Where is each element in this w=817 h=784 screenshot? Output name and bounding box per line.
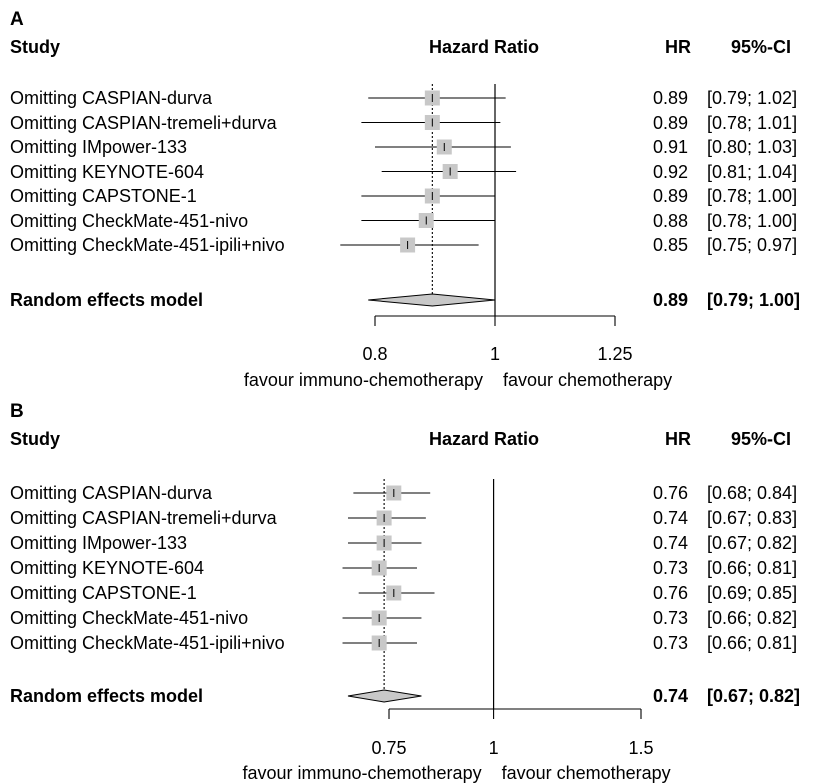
study-label: Omitting CheckMate-451-nivo [10,210,249,231]
study-label: Omitting CASPIAN-durva [10,483,213,503]
x-tick-label: 0.8 [362,344,388,364]
header-ci: 95%-CI [731,37,792,57]
hr-value: 0.85 [653,235,689,255]
hr-value: 0.76 [653,583,689,603]
ci-value: [0.80; 1.03] [707,137,798,157]
hr-value: 0.73 [653,633,689,653]
ci-value: [0.79; 1.02] [707,88,798,108]
summary-label: Random effects model [10,290,204,310]
ci-value: [0.78; 1.00] [707,210,798,231]
summary-hr: 0.89 [653,290,689,310]
forest-plot-panel-a: A Study Hazard Ratio HR 95%-CI Omitting CASPI… [10,9,801,391]
summary-ci: [0.67; 0.82] [707,686,801,706]
ci-value: [0.67; 0.83] [707,508,798,528]
ci-value: [0.66; 0.81] [707,558,798,578]
hr-value: 0.73 [653,608,689,628]
hr-value: 0.89 [653,186,689,206]
study-label: Omitting CAPSTONE-1 [10,583,197,603]
ci-value: [0.81; 1.04] [707,161,798,182]
panel-label: A [10,9,24,30]
study-label: Omitting CheckMate-451-nivo [10,608,249,628]
header-hazard-ratio: Hazard Ratio [429,37,540,57]
study-label: Omitting KEYNOTE-604 [10,161,205,182]
ci-value: [0.69; 0.85] [707,583,798,603]
hr-value: 0.92 [653,161,689,182]
panel-label: B [10,401,24,422]
ci-value: [0.78; 1.01] [707,112,798,133]
summary-ci: [0.79; 1.00] [707,290,801,310]
ci-value: [0.75; 0.97] [707,235,798,255]
x-tick-label: 1 [489,344,500,364]
summary-diamond [368,293,496,307]
ci-value: [0.68; 0.84] [707,483,798,503]
study-label: Omitting CASPIAN-tremeli+durva [10,508,277,528]
hr-value: 0.74 [653,533,689,553]
ci-value: [0.66; 0.81] [707,633,798,653]
x-tick-label: 1 [488,738,499,758]
header-ci: 95%-CI [731,429,792,449]
header-hazard-ratio: Hazard Ratio [429,429,540,449]
caption-favour-right: favour chemotherapy [503,370,673,390]
hr-value: 0.89 [653,112,689,133]
caption-favour-left: favour immuno-chemotherapy [242,763,482,783]
hr-value: 0.74 [653,508,689,528]
study-label: Omitting CheckMate-451-ipili+nivo [10,235,285,255]
caption-favour-right: favour chemotherapy [501,763,671,783]
forest-plot-panel-b: B Study Hazard Ratio HR 95%-CI Omitting CASPI… [0,392,817,784]
study-label: Omitting IMpower-133 [10,137,188,157]
forest-plot-svg [342,479,642,719]
ci-value: [0.66; 0.82] [707,608,798,628]
hr-value: 0.88 [653,210,689,231]
ci-value: [0.78; 1.00] [707,186,798,206]
header-hr: HR [665,37,691,57]
study-label: Omitting IMpower-133 [10,533,188,553]
study-label: Omitting CASPIAN-tremeli+durva [10,112,277,133]
ci-value: [0.67; 0.82] [707,533,798,553]
x-tick-label: 0.75 [371,738,407,758]
hr-value: 0.73 [653,558,689,578]
study-label: Omitting CASPIAN-durva [10,88,213,108]
header-study: Study [10,429,61,449]
x-tick-label: 1.5 [628,738,654,758]
summary-hr: 0.74 [653,686,689,706]
forest-plot-svg [340,84,616,326]
study-label: Omitting CheckMate-451-ipili+nivo [10,633,285,653]
summary-label: Random effects model [10,686,204,706]
hr-value: 0.89 [653,88,689,108]
header-study: Study [10,37,61,57]
hr-value: 0.91 [653,137,689,157]
summary-diamond [347,689,422,703]
hr-value: 0.76 [653,483,689,503]
caption-favour-left: favour immuno-chemotherapy [243,370,483,390]
x-tick-label: 1.25 [597,344,633,364]
header-hr: HR [665,429,691,449]
study-label: Omitting KEYNOTE-604 [10,558,205,578]
study-label: Omitting CAPSTONE-1 [10,186,197,206]
